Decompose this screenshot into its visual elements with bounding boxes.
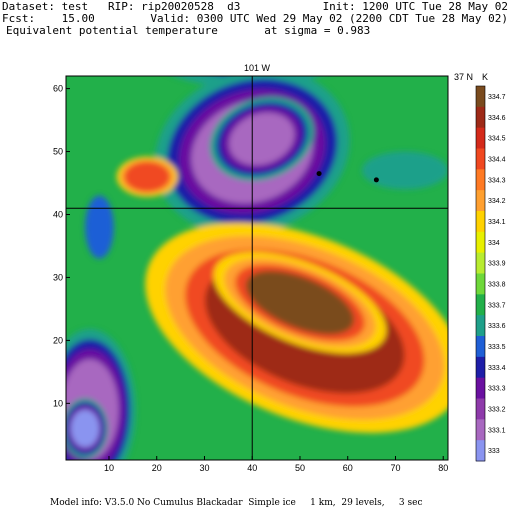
field-features — [44, 0, 448, 460]
feature-10-ring-1 — [65, 0, 105, 35]
colorbar-swatch-8 — [476, 252, 485, 274]
colorbar-swatch-4 — [476, 169, 485, 191]
colorbar-swatch-15 — [476, 398, 485, 420]
colorbar-label-12: 333.5 — [488, 344, 506, 351]
crosshair-lat-label: 37 N — [454, 72, 473, 82]
feature-5-ring-3 — [70, 409, 100, 448]
colorbar-frame — [475, 85, 486, 462]
colorbar-swatch-5 — [476, 190, 485, 212]
colorbar-swatch-6 — [476, 211, 485, 233]
x-tick-label-1: 20 — [152, 463, 162, 473]
colorbar-swatch-11 — [476, 315, 485, 337]
model-info-line: Model info: V3.5.0 No Cumulus Blackadar … — [50, 498, 423, 508]
valid-line: Valid: 0300 UTC Wed 29 May 02 (2200 CDT … — [150, 12, 508, 25]
colorbar-label-13: 333.4 — [488, 365, 506, 372]
init-line: Init: 1200 UTC Tue 28 May 02 — [322, 0, 508, 13]
feature-9-ring-1 — [50, 0, 130, 48]
colorbar-label-5: 334.2 — [488, 198, 506, 205]
colorbar-swatch-10 — [476, 294, 485, 316]
dataset-line: Dataset: test RIP: rip20020528 d3 — [2, 0, 241, 13]
colorbar-label-7: 334 — [488, 240, 500, 247]
x-tick-label-6: 70 — [390, 463, 400, 473]
colorbar-swatch-13 — [476, 356, 485, 379]
feature-0-ring-2 — [162, 0, 410, 86]
feature-1-ring-2 — [243, 0, 356, 34]
x-tick-label-3: 40 — [247, 463, 257, 473]
x-tick-label-5: 60 — [343, 463, 353, 473]
feature-9-ring-0 — [44, 0, 136, 53]
colorbar-label-3: 334.4 — [488, 156, 506, 163]
y-tick-label-0: 10 — [53, 398, 63, 408]
colorbar-swatch-14 — [476, 377, 485, 399]
y-tick-label-5: 60 — [53, 84, 63, 94]
colorbar-label-17: 333 — [488, 448, 500, 455]
colorbar-label-0: 334.7 — [488, 94, 506, 101]
feature-1-ring-3 — [253, 0, 348, 28]
feature-13 — [85, 195, 114, 259]
colorbar-swatch-3 — [476, 148, 485, 170]
colorbar-swatch-12 — [476, 336, 485, 358]
field-line: Equivalent potential temperature at sigm… — [6, 24, 371, 37]
colorbar-swatch-2 — [476, 127, 485, 149]
colorbar-label-9: 333.8 — [488, 281, 506, 288]
feature-10-ring-2 — [68, 0, 102, 32]
colorbar-label-8: 333.9 — [488, 261, 506, 268]
feature-3-ring-3 — [229, 112, 295, 166]
colorbar-label-10: 333.7 — [488, 302, 506, 309]
feature-9-ring-2 — [55, 0, 124, 43]
colorbar-swatch-9 — [476, 273, 485, 295]
contour-field — [44, 0, 448, 460]
station-dot-1 — [373, 177, 379, 183]
station-dot-0 — [316, 171, 322, 177]
crosshair-lon-label: 101 W — [244, 63, 271, 73]
feature-10-ring-0 — [62, 0, 108, 38]
feature-11-ring-3 — [128, 164, 167, 190]
colorbar-swatch-17 — [476, 440, 485, 462]
axes: 10 20 30 40 50 60 70 80 10 20 30 40 50 60 — [53, 84, 448, 473]
feature-1-ring-1 — [234, 0, 366, 41]
y-tick-label-3: 40 — [53, 209, 63, 219]
y-tick-label-2: 30 — [53, 272, 63, 282]
feature-10-ring-3 — [71, 0, 100, 29]
colorbar-label-11: 333.6 — [488, 323, 506, 330]
plot-frame — [65, 75, 449, 461]
x-tick-label-7: 80 — [438, 463, 448, 473]
x-tick-label-0: 10 — [104, 463, 114, 473]
colorbar-label-6: 334.1 — [488, 219, 506, 226]
colorbar-swatch-0 — [476, 86, 485, 108]
fcst-line: Fcst: 15.00 — [2, 12, 95, 25]
y-tick-label-1: 20 — [53, 335, 63, 345]
colorbar-swatch-1 — [476, 106, 485, 129]
colorbar-label-4: 334.3 — [488, 177, 506, 184]
colorbar-label-14: 333.3 — [488, 386, 506, 393]
feature-0-ring-3 — [182, 0, 388, 73]
feature-9-ring-3 — [61, 0, 118, 38]
colorbar-label-1: 334.6 — [488, 115, 506, 122]
colorbar-unit-label: K — [482, 72, 488, 82]
feature-12 — [362, 151, 448, 190]
y-tick-label-4: 50 — [53, 147, 63, 157]
feature-1-ring-0 — [224, 0, 375, 48]
colorbar-label-16: 333.1 — [488, 427, 506, 434]
colorbar-swatch-16 — [476, 419, 485, 441]
colorbar-swatch-7 — [476, 231, 485, 254]
colorbar: 334.7 334.6 334.5 334.4 334.3 334.2 334.1 334 33… — [475, 85, 506, 462]
colorbar-label-2: 334.5 — [488, 136, 506, 143]
feature-8-ring-3 — [246, 270, 354, 335]
x-tick-label-4: 50 — [295, 463, 305, 473]
colorbar-label-15: 333.2 — [488, 406, 506, 413]
x-tick-label-2: 30 — [199, 463, 209, 473]
